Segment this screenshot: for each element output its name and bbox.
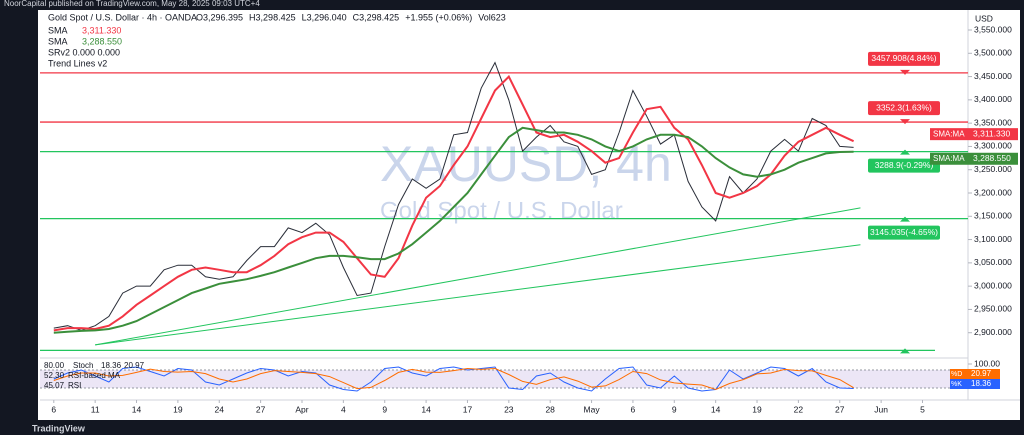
level-label: 3457.908(4.84%) <box>871 53 936 63</box>
sma-line <box>53 126 854 334</box>
oscillator-tag-box <box>950 379 968 389</box>
price-tag-value: 3,288.550 <box>973 153 1011 163</box>
legend-value: 3,311.330 <box>82 25 121 35</box>
price-line <box>53 61 854 331</box>
y-tick-label: 2,900.000 <box>974 327 1012 337</box>
y-tick-label: 3,400.000 <box>974 94 1012 104</box>
oscillator-tag-value: 18.36 <box>971 379 992 388</box>
oscillator-text: 80.00 <box>44 361 65 370</box>
oscillator-text: RSI-based MA <box>68 371 121 380</box>
x-tick-label: 9 <box>382 404 387 414</box>
y-unit: USD <box>975 13 993 23</box>
watermark: XAUUSD, 4h <box>380 136 672 192</box>
x-tick-label: Apr <box>295 404 308 414</box>
ohlc-value: +1.955 (+0.06%) <box>405 12 472 22</box>
x-tick-label: 11 <box>91 404 100 414</box>
y-tick-label: 3,550.000 <box>974 24 1012 34</box>
chart-background <box>38 10 1020 420</box>
oscillator-line <box>53 367 854 391</box>
oscillator-tag-value: 20.97 <box>971 369 992 378</box>
level-label: 3352.3(1.63%) <box>876 102 932 112</box>
level-marker <box>900 216 910 222</box>
price-tag-box <box>930 152 1018 165</box>
x-tick-label: 14 <box>711 404 721 414</box>
y-tick-label: 3,300.000 <box>974 141 1012 151</box>
level-marker <box>900 149 910 155</box>
legend-name: SMA <box>48 25 68 35</box>
level-marker <box>900 348 910 354</box>
y-tick-label: 3,450.000 <box>974 71 1012 81</box>
oscillator-tag-box <box>968 369 1000 379</box>
x-tick-label: 4 <box>341 404 346 414</box>
ohlc-value: Vol623 <box>478 12 506 22</box>
y-tick-label: 2,950.000 <box>974 304 1012 314</box>
oscillator-text: 52.30 <box>44 371 65 380</box>
x-tick-label: 27 <box>835 404 845 414</box>
level-label-box <box>868 158 940 173</box>
x-tick-label: Jun <box>874 404 888 414</box>
level-label-box <box>868 51 940 66</box>
legend-name: SMA <box>48 36 68 46</box>
price-tag-box <box>930 128 1018 141</box>
level-label: 3145.035(-4.65%) <box>870 227 938 237</box>
y-tick-label: 3,250.000 <box>974 164 1012 174</box>
oscillator-text: 18.36 <box>101 361 122 370</box>
y-tick-label: 3,200.000 <box>974 187 1012 197</box>
x-tick-label: May <box>584 404 601 414</box>
x-tick-label: 9 <box>672 404 677 414</box>
level-marker <box>900 69 910 75</box>
level-marker <box>900 119 910 125</box>
level-label-box <box>868 101 940 116</box>
oscillator-tick-label: 100.00 <box>974 358 1000 368</box>
x-tick-label: 27 <box>256 404 266 414</box>
indicator-label: Trend Lines v2 <box>48 58 107 68</box>
ohlc-value: C3,298.425 <box>353 12 400 22</box>
oscillator-text: 20.97 <box>124 361 145 370</box>
legend-value: 3,288.550 <box>82 36 122 46</box>
trend-line <box>95 207 861 346</box>
x-tick-label: 19 <box>752 404 762 414</box>
y-tick-label: 3,100.000 <box>974 234 1012 244</box>
x-tick-label: 5 <box>920 404 925 414</box>
y-tick-label: 3,050.000 <box>974 257 1012 267</box>
x-tick-label: 22 <box>794 404 804 414</box>
oscillator-tag-name: %D <box>951 371 962 378</box>
x-tick-label: 23 <box>504 404 514 414</box>
price-tag-name: SMA:MA <box>933 154 965 163</box>
x-tick-label: 28 <box>545 404 555 414</box>
x-tick-label: 6 <box>51 404 56 414</box>
trend-line <box>95 244 861 346</box>
oscillator-tag-name: %K <box>951 381 962 388</box>
ohlc-value: O3,296.395 <box>196 12 243 22</box>
footer-logo: TradingView <box>32 423 86 433</box>
level-label-box <box>868 225 940 240</box>
y-tick-label: 3,000.000 <box>974 280 1012 290</box>
indicator-label: SRv2 0.000 0.000 <box>48 47 120 57</box>
price-tag-name: SMA:MA <box>933 129 965 138</box>
oscillator-text: Stoch <box>73 361 93 370</box>
ohlc-value: L3,296.040 <box>302 12 347 22</box>
sma-line <box>53 74 855 332</box>
watermark-subtitle: Gold Spot / U.S. Dollar <box>380 197 623 224</box>
oscillator-tag-box <box>968 379 1000 389</box>
x-tick-label: 24 <box>215 404 225 414</box>
x-tick-label: 14 <box>132 404 142 414</box>
ohlc-value: H3,298.425 <box>249 12 296 22</box>
symbol: Gold Spot / U.S. Dollar · 4h · OANDA <box>48 12 197 22</box>
level-label: 3288.9(-0.29%) <box>875 160 934 170</box>
price-tag-value: 3,311.330 <box>973 128 1010 138</box>
y-tick-label: 3,500.000 <box>974 48 1012 58</box>
published-note: NoorCapital published on TradingView.com… <box>4 0 260 8</box>
oscillator-line <box>53 366 854 392</box>
x-tick-label: 14 <box>421 404 431 414</box>
y-tick-label: 3,150.000 <box>974 211 1012 221</box>
x-tick-label: 6 <box>631 404 636 414</box>
x-tick-label: 19 <box>173 404 183 414</box>
oscillator-tag-box <box>950 369 968 379</box>
oscillator-text: 45.07 <box>44 381 65 390</box>
y-tick-label: 3,350.000 <box>974 117 1012 127</box>
oscillator-text: RSI <box>68 381 81 390</box>
x-tick-label: 17 <box>463 404 473 414</box>
